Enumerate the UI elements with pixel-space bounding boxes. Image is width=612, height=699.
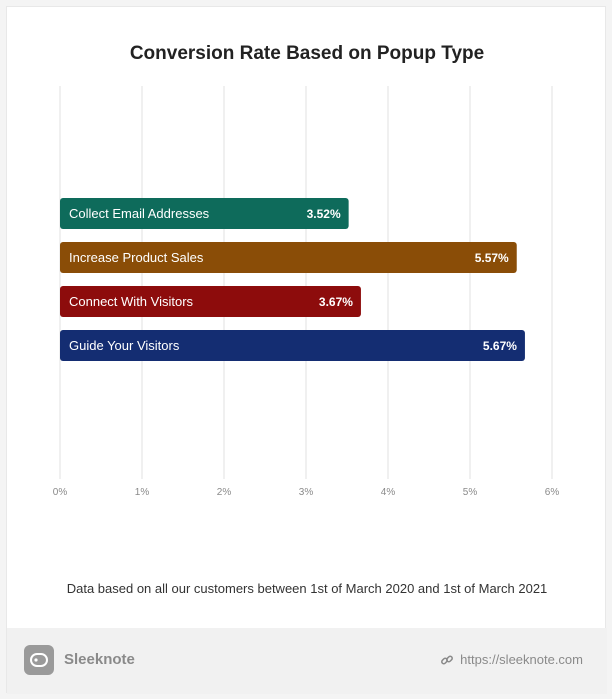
x-tick-label: 2% bbox=[217, 487, 232, 498]
x-tick-label: 0% bbox=[53, 487, 68, 498]
x-tick-label: 4% bbox=[381, 487, 396, 498]
x-tick-label: 3% bbox=[299, 487, 314, 498]
chart-card: Conversion Rate Based on Popup Type 0% 1%… bbox=[6, 6, 607, 694]
bar bbox=[60, 242, 517, 273]
bar-value-label: 3.52% bbox=[307, 207, 341, 221]
bar-value-label: 5.57% bbox=[475, 251, 509, 265]
link-text[interactable]: https://sleeknote.com bbox=[460, 652, 583, 667]
bar-category-label: Guide Your Visitors bbox=[69, 338, 180, 353]
sleeknote-logo-icon bbox=[24, 645, 54, 675]
x-tick-label: 6% bbox=[545, 487, 560, 498]
bar-value-label: 5.67% bbox=[483, 339, 517, 353]
brand-name: Sleeknote bbox=[64, 651, 135, 668]
chart-title: Conversion Rate Based on Popup Type bbox=[129, 43, 485, 64]
bar-category-label: Increase Product Sales bbox=[69, 250, 204, 265]
x-tick-label: 1% bbox=[135, 487, 150, 498]
footer: Sleeknote https://sleeknote.com bbox=[7, 628, 607, 694]
link-icon bbox=[441, 655, 454, 664]
bar-chart: 0% 1% 2% 3% 4% 5% 6% Collect Email Addresses 3.5… bbox=[53, 86, 560, 498]
bar bbox=[60, 198, 349, 229]
bar-category-label: Connect With Visitors bbox=[69, 294, 194, 309]
website-link[interactable]: https://sleeknote.com bbox=[440, 652, 583, 667]
bar bbox=[60, 286, 361, 317]
data-note: Data based on all our customers between … bbox=[66, 581, 548, 596]
bar-value-label: 3.67% bbox=[319, 295, 353, 309]
x-tick-label: 5% bbox=[463, 487, 478, 498]
bar bbox=[60, 330, 525, 361]
bar-category-label: Collect Email Addresses bbox=[69, 206, 210, 221]
